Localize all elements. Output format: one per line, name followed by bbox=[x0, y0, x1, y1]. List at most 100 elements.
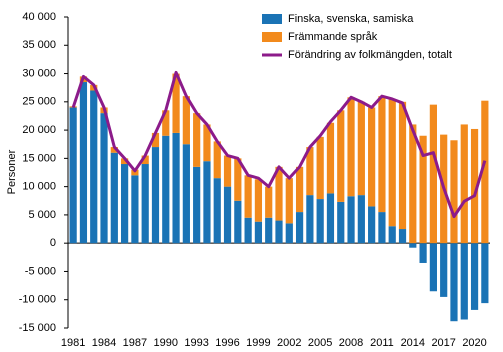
bar bbox=[347, 196, 355, 244]
bar bbox=[368, 107, 376, 207]
x-tick-label: 1984 bbox=[92, 337, 116, 349]
y-axis-label: Personer bbox=[6, 149, 18, 194]
y-tick-label: 40 000 bbox=[22, 11, 56, 23]
bar bbox=[388, 226, 396, 244]
bar bbox=[182, 96, 190, 145]
y-tick-label: 30 000 bbox=[22, 67, 56, 79]
x-tick-label: 1987 bbox=[123, 337, 147, 349]
bar bbox=[398, 101, 407, 230]
bar bbox=[470, 128, 479, 244]
x-tick-label: 2020 bbox=[462, 337, 486, 349]
y-tick-label: 15 000 bbox=[22, 152, 56, 164]
bar bbox=[326, 122, 335, 194]
bar bbox=[162, 135, 170, 244]
legend-label: Finska, svenska, samiska bbox=[288, 13, 414, 25]
bar bbox=[213, 178, 221, 244]
bar bbox=[203, 161, 211, 244]
bar bbox=[79, 82, 88, 244]
bar bbox=[244, 217, 252, 244]
x-tick-label: 1981 bbox=[61, 337, 85, 349]
bar bbox=[265, 217, 273, 244]
bar bbox=[151, 147, 160, 244]
y-tick-label: 35 000 bbox=[22, 39, 56, 51]
x-tick-label: 2014 bbox=[401, 337, 425, 349]
x-tick-label: 1996 bbox=[215, 337, 239, 349]
bar bbox=[316, 136, 324, 200]
y-tick-label: 5 000 bbox=[28, 209, 56, 221]
bar bbox=[223, 155, 232, 187]
bar bbox=[295, 166, 304, 213]
bar bbox=[110, 152, 118, 244]
bar bbox=[254, 221, 263, 244]
bar bbox=[295, 212, 304, 244]
bar bbox=[326, 193, 335, 244]
bar bbox=[429, 104, 437, 244]
bar bbox=[378, 212, 386, 244]
bar bbox=[306, 195, 314, 244]
x-tick-label: 2017 bbox=[431, 337, 455, 349]
y-tick-label: 10 000 bbox=[22, 181, 56, 193]
bar bbox=[254, 179, 263, 222]
bar bbox=[460, 124, 468, 244]
x-tick-label: 2011 bbox=[370, 337, 394, 349]
x-tick-label: 1993 bbox=[184, 337, 208, 349]
bar bbox=[193, 113, 201, 167]
legend-swatch bbox=[262, 14, 282, 24]
y-tick-label: 20 000 bbox=[22, 124, 56, 136]
bar bbox=[244, 175, 252, 218]
bar bbox=[234, 200, 242, 244]
bar bbox=[100, 113, 108, 244]
bar bbox=[234, 158, 242, 201]
y-tick-label: -15 000 bbox=[19, 322, 56, 334]
bar bbox=[131, 169, 139, 176]
y-tick-label: 25 000 bbox=[22, 96, 56, 108]
bar bbox=[429, 243, 437, 292]
x-tick-label: 1999 bbox=[246, 337, 270, 349]
x-tick-label: 2002 bbox=[277, 337, 301, 349]
bar bbox=[121, 164, 129, 244]
y-tick-label: 0 bbox=[50, 237, 56, 249]
bar bbox=[141, 164, 149, 244]
bar bbox=[172, 132, 180, 244]
bar bbox=[223, 186, 232, 244]
bar bbox=[213, 141, 221, 179]
bar bbox=[409, 124, 417, 244]
bar bbox=[450, 140, 458, 244]
bar bbox=[337, 201, 345, 244]
y-tick-label: -5 000 bbox=[25, 265, 56, 277]
bar bbox=[141, 155, 149, 165]
bar bbox=[121, 158, 129, 165]
bar bbox=[388, 98, 396, 227]
bar bbox=[347, 97, 355, 197]
bar bbox=[172, 73, 180, 133]
bar bbox=[275, 220, 283, 244]
bar bbox=[481, 243, 489, 304]
bar bbox=[90, 90, 98, 244]
x-tick-label: 2005 bbox=[308, 337, 332, 349]
bar bbox=[337, 110, 345, 202]
bar bbox=[440, 243, 448, 297]
bar bbox=[275, 166, 283, 221]
x-tick-label: 1990 bbox=[154, 337, 178, 349]
x-tick-label: 2008 bbox=[339, 337, 363, 349]
bar bbox=[162, 110, 170, 136]
bar bbox=[69, 107, 77, 244]
bar bbox=[368, 206, 376, 244]
bar bbox=[378, 96, 386, 213]
bar bbox=[285, 178, 293, 224]
bar bbox=[131, 175, 139, 244]
bar bbox=[450, 243, 458, 322]
bar bbox=[316, 199, 324, 244]
bar bbox=[470, 243, 479, 310]
bar bbox=[409, 243, 417, 248]
legend-label: Främmande språk bbox=[288, 31, 378, 43]
bar bbox=[306, 147, 314, 196]
line bbox=[71, 70, 487, 219]
bar bbox=[285, 223, 293, 244]
bar bbox=[151, 132, 160, 148]
bar bbox=[357, 101, 365, 196]
bar bbox=[193, 166, 201, 244]
bar bbox=[460, 243, 468, 320]
bar bbox=[265, 186, 273, 218]
